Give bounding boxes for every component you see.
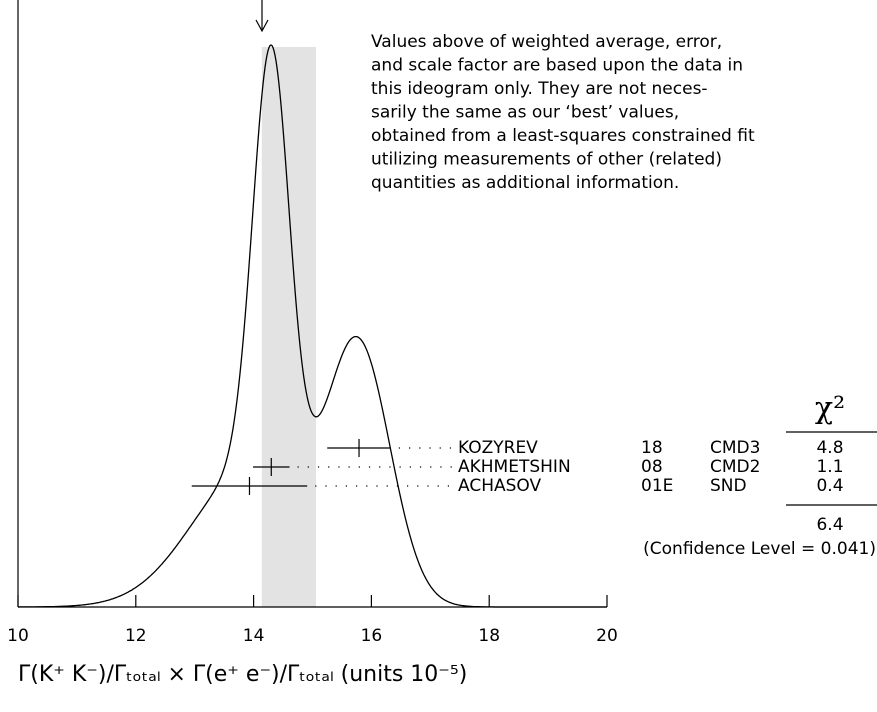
note-line: utilizing measurements of other (related… [371,150,722,170]
chi2: 4.8 [816,438,843,458]
experiment: CMD3 [710,438,760,458]
note-line: and scale factor are based upon the data… [371,56,743,76]
note-line: quantities as additional information. [371,173,679,193]
experiment: SND [710,476,747,496]
ideogram-curve [18,44,607,608]
x-tick-label: 16 [361,626,383,646]
chi2-header: χ² [815,391,845,426]
average-band [261,47,317,607]
year: 08 [641,457,663,477]
average-arrow-head [255,19,269,33]
x-tick-label: 18 [478,626,500,646]
chi2: 1.1 [816,457,843,477]
year: 01E [641,476,673,496]
name: KOZYREV [458,438,538,458]
chi2: 0.4 [816,476,843,496]
experiment: CMD2 [710,457,760,477]
year: 18 [641,438,663,458]
note-line: Values above of weighted average, error, [371,32,722,52]
name: AKHMETSHIN [458,457,571,477]
chi2-total: 6.4 [816,515,843,535]
name: ACHASOV [458,476,541,496]
x-tick-label: 10 [7,626,29,646]
note-line: obtained from a least-squares constraine… [371,126,755,146]
x-tick-label: 12 [125,626,147,646]
x-tick-label: 20 [596,626,618,646]
x-axis-label: Γ(K⁺ K⁻)/Γₜₒₜₐₗ × Γ(e⁺ e⁻)/Γₜₒₜₐₗ (units… [18,662,467,687]
note-line: this ideogram only. They are not neces- [371,79,708,99]
x-tick-label: 14 [243,626,265,646]
confidence-level: (Confidence Level = 0.041) [643,539,876,559]
note-line: sarily the same as our ‘best’ values, [371,103,679,123]
